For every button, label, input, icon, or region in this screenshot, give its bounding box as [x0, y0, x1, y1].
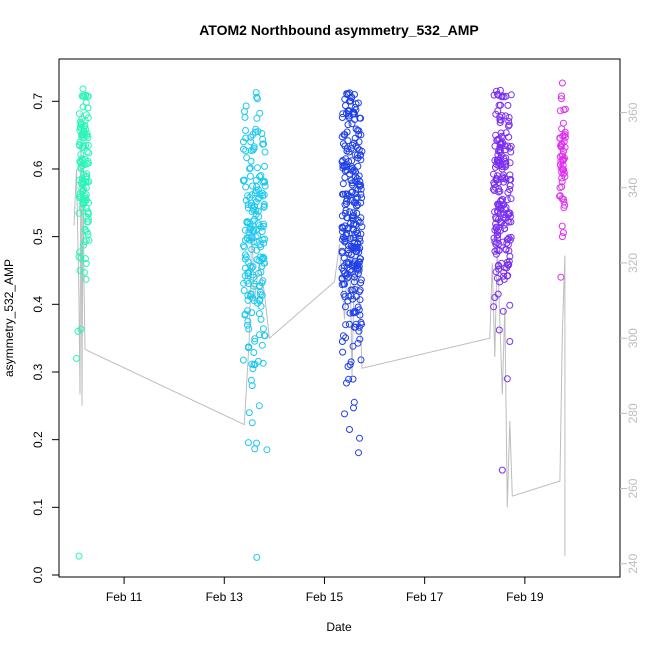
- data-point: [356, 450, 362, 456]
- y2-tick-label: 360: [626, 102, 640, 122]
- data-point: [251, 350, 257, 356]
- x-tick-label: Feb 19: [506, 590, 544, 604]
- data-point: [74, 356, 80, 362]
- secondary-series-line: [74, 113, 565, 557]
- data-point: [242, 114, 248, 120]
- y2-tick-label: 340: [626, 177, 640, 197]
- data-point: [491, 171, 497, 177]
- data-point: [507, 302, 513, 308]
- x-axis: Feb 11 Feb 13 Feb 15 Feb 17 Feb 19: [106, 577, 544, 604]
- y2-tick-label: 260: [626, 478, 640, 498]
- y-tick-label: 0.4: [31, 296, 45, 313]
- data-point: [351, 405, 357, 411]
- data-point: [508, 92, 514, 98]
- data-point: [243, 184, 249, 190]
- data-point: [259, 342, 265, 348]
- y2-tick-label: 320: [626, 253, 640, 273]
- data-point: [558, 274, 564, 280]
- y-tick-label: 0.2: [31, 431, 45, 448]
- data-point: [507, 339, 513, 345]
- data-point: [244, 155, 250, 161]
- data-point: [345, 138, 351, 144]
- data-point: [246, 326, 252, 332]
- y-tick-label: 0.6: [31, 160, 45, 177]
- y-tick-label: 0.7: [31, 93, 45, 110]
- y-tick-label: 0.3: [31, 363, 45, 380]
- data-point: [508, 196, 514, 202]
- y2-tick-label: 300: [626, 328, 640, 348]
- data-point: [241, 288, 247, 294]
- data-point: [347, 427, 353, 433]
- data-point: [358, 357, 364, 363]
- x-tick-label: Feb 11: [106, 590, 143, 604]
- y-tick-label: 0.0: [31, 566, 45, 583]
- data-point: [256, 311, 262, 317]
- data-point: [262, 163, 268, 169]
- data-point: [84, 149, 90, 155]
- data-point: [246, 410, 252, 416]
- data-point: [560, 230, 566, 236]
- data-point: [340, 181, 346, 187]
- data-point: [240, 357, 246, 363]
- data-point: [500, 308, 506, 314]
- y-tick-label: 0.1: [31, 499, 45, 516]
- x-tick-label: Feb 17: [406, 590, 444, 604]
- data-point: [339, 339, 345, 345]
- chart-title: ATOM2 Northbound asymmetry_532_AMP: [199, 22, 479, 38]
- data-point: [355, 163, 361, 169]
- data-point: [255, 165, 261, 171]
- data-point: [496, 327, 502, 333]
- data-point: [559, 80, 565, 86]
- y-tick-label: 0.5: [31, 228, 45, 245]
- y2-axis: 240 260 280 300 320 340 360: [620, 102, 640, 573]
- data-point: [242, 252, 248, 258]
- data-point: [492, 295, 498, 301]
- y2-tick-label: 240: [626, 553, 640, 573]
- data-point: [264, 447, 270, 453]
- y-axis: 0.0 0.1 0.2 0.3 0.4 0.5 0.6 0.7: [31, 93, 59, 584]
- data-point: [499, 467, 505, 473]
- data-point: [559, 126, 565, 132]
- data-point: [80, 86, 86, 92]
- data-point: [254, 440, 260, 446]
- x-tick-label: Feb 13: [206, 590, 244, 604]
- data-point: [260, 326, 266, 332]
- data-point: [76, 553, 82, 559]
- data-point: [256, 403, 262, 409]
- data-point: [258, 316, 264, 322]
- data-point: [257, 110, 263, 116]
- data-point: [254, 554, 260, 560]
- data-point: [253, 177, 259, 183]
- data-point: [357, 435, 363, 441]
- data-point: [559, 234, 565, 240]
- data-point: [245, 440, 251, 446]
- data-point: [505, 102, 511, 108]
- data-point: [559, 223, 565, 229]
- data-point: [340, 349, 346, 355]
- data-point: [351, 399, 357, 405]
- data-point: [342, 411, 348, 417]
- data-point: [249, 420, 255, 426]
- y2-tick-label: 280: [626, 403, 640, 423]
- data-point: [242, 109, 248, 115]
- data-point: [339, 115, 345, 121]
- x-axis-label: Date: [326, 620, 352, 634]
- data-point: [247, 173, 253, 179]
- x-tick-label: Feb 15: [306, 590, 344, 604]
- data-point: [355, 145, 361, 151]
- y-axis-label: asymmetry_532_AMP: [2, 259, 16, 377]
- data-point: [343, 322, 349, 328]
- secondary-line-layer: [74, 113, 565, 557]
- data-point: [252, 446, 258, 452]
- data-point: [243, 128, 249, 134]
- data-point: [262, 149, 268, 155]
